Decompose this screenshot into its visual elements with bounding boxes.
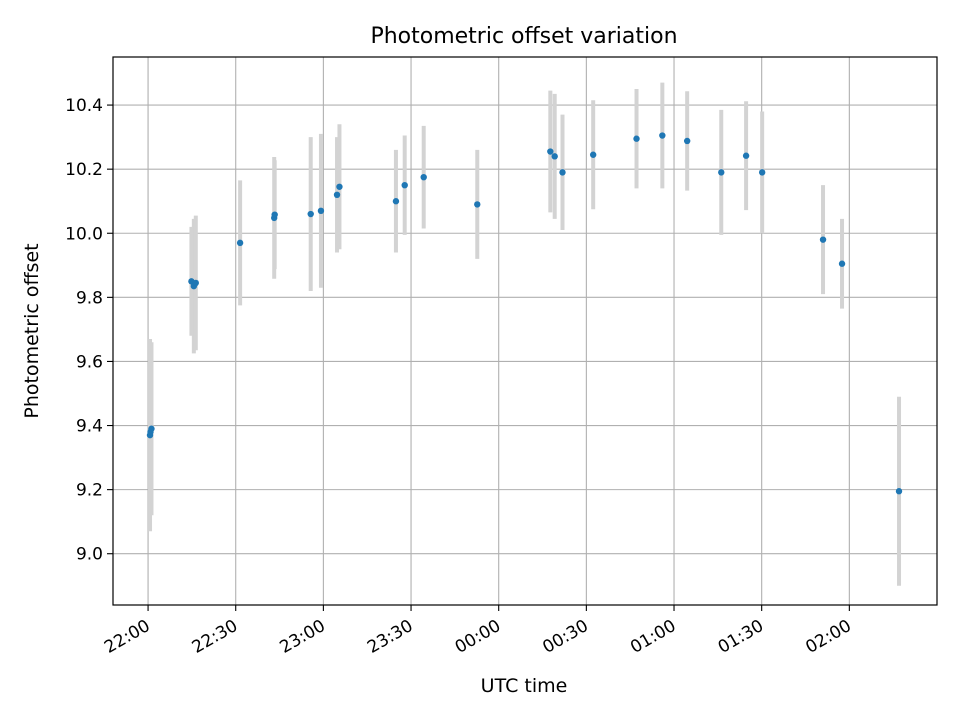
data-point <box>551 153 558 160</box>
y-tick-label: 9.6 <box>76 352 103 372</box>
grid <box>113 57 937 605</box>
y-tick-label: 9.2 <box>76 481 103 501</box>
data-point <box>317 207 325 215</box>
data-point <box>758 169 766 176</box>
data-point <box>895 488 903 495</box>
y-tick-label: 9.8 <box>76 288 103 308</box>
data-point <box>148 425 155 432</box>
data-point <box>718 169 725 176</box>
data-point <box>392 198 400 205</box>
y-tick-label: 10.2 <box>65 160 103 180</box>
y-axis-label: Photometric offset <box>21 243 43 418</box>
data-point <box>547 148 554 155</box>
data-point <box>659 132 666 139</box>
data-point <box>307 210 314 218</box>
y-tick-label: 10.4 <box>65 96 103 116</box>
data-point <box>420 173 427 181</box>
data-point <box>474 201 481 208</box>
data-point <box>683 137 691 145</box>
chart-title: Photometric offset variation <box>370 24 677 49</box>
data-point <box>559 169 566 176</box>
data-point <box>401 181 408 189</box>
x-axis-label: UTC time <box>481 675 568 697</box>
data-point <box>742 152 750 159</box>
y-tick-label: 10.0 <box>65 224 103 244</box>
data-point <box>236 239 244 247</box>
plot-frame <box>112 56 938 606</box>
data-point <box>838 260 846 267</box>
data-point <box>633 135 640 142</box>
data-point <box>589 151 597 158</box>
data-point <box>819 236 827 243</box>
data-point <box>333 191 341 199</box>
data-point <box>336 183 343 190</box>
y-tick-label: 9.4 <box>76 417 103 437</box>
data-point <box>192 279 199 287</box>
data-points <box>146 132 903 495</box>
y-tick-label: 9.0 <box>76 545 103 565</box>
data-point <box>271 211 278 218</box>
